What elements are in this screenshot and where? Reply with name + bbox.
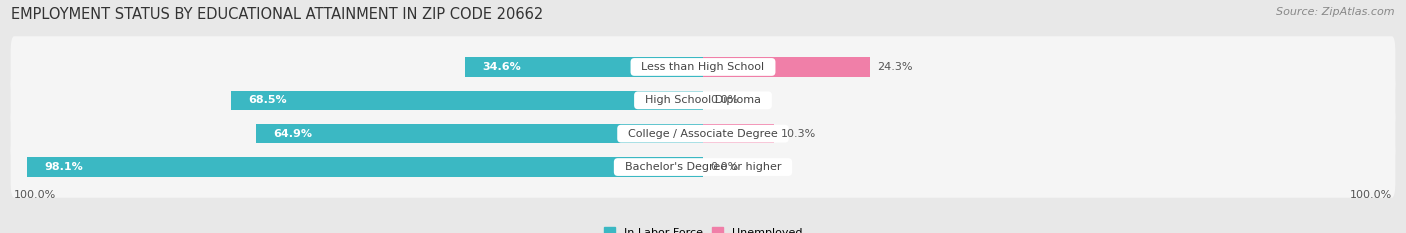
- Bar: [703, 124, 773, 143]
- Bar: [27, 157, 703, 177]
- Text: 10.3%: 10.3%: [780, 129, 815, 139]
- Text: Bachelor's Degree or higher: Bachelor's Degree or higher: [617, 162, 789, 172]
- Bar: [703, 57, 870, 77]
- Text: Source: ZipAtlas.com: Source: ZipAtlas.com: [1277, 7, 1395, 17]
- Legend: In Labor Force, Unemployed: In Labor Force, Unemployed: [599, 223, 807, 233]
- Text: College / Associate Degree: College / Associate Degree: [621, 129, 785, 139]
- Text: EMPLOYMENT STATUS BY EDUCATIONAL ATTAINMENT IN ZIP CODE 20662: EMPLOYMENT STATUS BY EDUCATIONAL ATTAINM…: [11, 7, 544, 22]
- Text: 24.3%: 24.3%: [877, 62, 912, 72]
- Bar: [464, 57, 703, 77]
- FancyBboxPatch shape: [11, 103, 1395, 164]
- Text: 100.0%: 100.0%: [14, 190, 56, 200]
- FancyBboxPatch shape: [11, 136, 1395, 198]
- Text: 98.1%: 98.1%: [45, 162, 83, 172]
- Text: 100.0%: 100.0%: [1350, 190, 1392, 200]
- Text: 0.0%: 0.0%: [710, 95, 738, 105]
- Text: 64.9%: 64.9%: [273, 129, 312, 139]
- Text: Less than High School: Less than High School: [634, 62, 772, 72]
- Text: High School Diploma: High School Diploma: [638, 95, 768, 105]
- Text: 34.6%: 34.6%: [482, 62, 520, 72]
- Bar: [231, 91, 703, 110]
- FancyBboxPatch shape: [11, 36, 1395, 98]
- Text: 0.0%: 0.0%: [710, 162, 738, 172]
- Bar: [256, 124, 703, 143]
- Text: 68.5%: 68.5%: [249, 95, 287, 105]
- FancyBboxPatch shape: [11, 70, 1395, 131]
